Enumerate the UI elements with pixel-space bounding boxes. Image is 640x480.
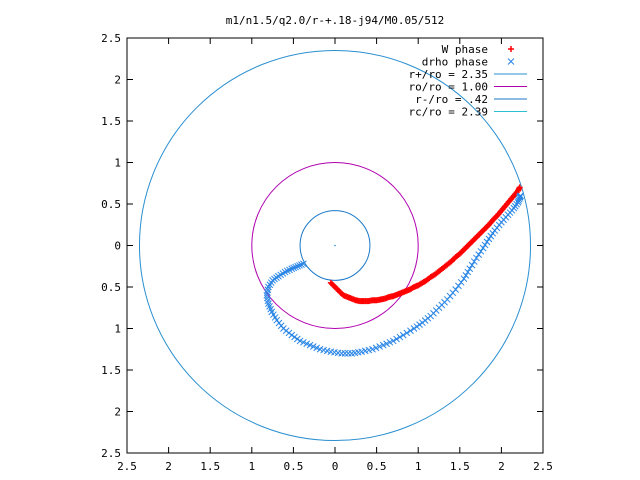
data-point <box>294 262 301 270</box>
data-point <box>296 337 304 345</box>
data-point <box>460 275 468 283</box>
x-tick-label: 1.5 <box>200 460 220 473</box>
data-point <box>298 261 305 268</box>
legend-marker <box>507 58 515 65</box>
data-point <box>475 251 483 258</box>
legend-label: W phase <box>442 43 488 56</box>
y-tick-label: 0.5 <box>101 281 121 294</box>
circles-layer <box>138 49 532 442</box>
x-tick-label: 1 <box>248 460 255 473</box>
x-tick-label: 0.5 <box>367 460 387 473</box>
data-point <box>483 238 491 246</box>
data-point <box>386 338 394 346</box>
series-w-phase <box>327 184 523 305</box>
data-point <box>376 343 384 350</box>
data-point <box>389 337 397 345</box>
data-point <box>462 272 470 279</box>
legend-label: r+/ro = 2.35 <box>409 68 488 81</box>
y-tick-label: 2.5 <box>101 32 121 45</box>
center-point <box>334 244 336 247</box>
data-point <box>313 344 321 352</box>
data-point <box>369 345 376 353</box>
data-point <box>457 278 465 286</box>
data-point <box>479 244 487 252</box>
data-point <box>410 325 418 332</box>
y-tick-label: 0.5 <box>101 198 121 211</box>
data-point <box>464 268 472 276</box>
data-point <box>379 341 387 349</box>
data-point <box>481 241 489 249</box>
y-tick-label: 2 <box>114 74 121 87</box>
ticks-layer: 2.5 2 1.5 1 0.5 0 0.5 1 1.5 2 2.52.521.510.500.511… <box>101 32 553 473</box>
data-point <box>473 254 480 262</box>
data-point <box>393 335 400 343</box>
data-point <box>341 350 349 357</box>
data-point <box>306 341 314 349</box>
data-point <box>396 333 404 341</box>
data-point <box>290 264 298 272</box>
data-point <box>344 350 352 357</box>
x-tick-label: 2 <box>498 460 505 473</box>
circle-rro <box>299 210 371 281</box>
x-tick-label: 0 <box>332 460 339 473</box>
x-tick-label: 2.5 <box>533 460 553 473</box>
chart-title: m1/n1.5/q2.0/r-+.18-j94/M0.05/512 <box>226 14 445 27</box>
y-tick-label: 1 <box>114 323 121 336</box>
data-point <box>288 331 296 339</box>
data-point <box>293 335 301 343</box>
data-point <box>372 344 380 352</box>
x-tick-label: 1.5 <box>450 460 470 473</box>
circle-rro <box>138 49 532 442</box>
data-point <box>470 258 478 265</box>
data-point <box>452 286 459 293</box>
data-point <box>407 327 414 335</box>
legend-label: rc/ro = 2.39 <box>409 106 488 119</box>
data-point <box>300 260 307 268</box>
data-point <box>413 323 421 330</box>
data-point <box>485 235 493 243</box>
y-tick-label: 0 <box>114 240 121 253</box>
data-point <box>489 229 497 237</box>
data-point <box>300 338 307 346</box>
series-drho-phase <box>263 192 524 357</box>
data-point <box>399 331 407 339</box>
series-layer <box>263 184 524 357</box>
data-point <box>296 262 303 269</box>
data-point <box>383 340 390 348</box>
data-point <box>487 232 495 240</box>
data-point <box>291 333 298 341</box>
y-tick-label: 1.5 <box>101 364 121 377</box>
data-point <box>455 282 462 290</box>
y-tick-label: 1.5 <box>101 115 121 128</box>
x-tick-label: 2 <box>165 460 172 473</box>
data-point <box>516 184 523 191</box>
y-tick-label: 1 <box>114 157 121 170</box>
data-point <box>477 247 485 255</box>
y-tick-label: 2.5 <box>101 447 121 460</box>
data-point <box>466 265 474 273</box>
data-point <box>303 340 311 348</box>
y-tick-label: 2 <box>114 406 121 419</box>
data-point <box>338 350 346 357</box>
x-tick-label: 2.5 <box>117 460 137 473</box>
data-point <box>416 321 423 328</box>
legend-label: r-/ro = .42 <box>415 93 488 106</box>
legend-label: drho phase <box>422 56 488 69</box>
circle-roro <box>251 162 419 329</box>
legend-label: ro/ro = 1.00 <box>409 81 488 94</box>
legend-marker <box>508 46 514 52</box>
data-point <box>517 192 524 200</box>
data-point <box>468 261 476 269</box>
data-point <box>292 263 299 271</box>
x-tick-label: 0.5 <box>283 460 303 473</box>
data-point <box>403 329 411 337</box>
data-point <box>310 343 317 350</box>
x-tick-label: 1 <box>415 460 422 473</box>
